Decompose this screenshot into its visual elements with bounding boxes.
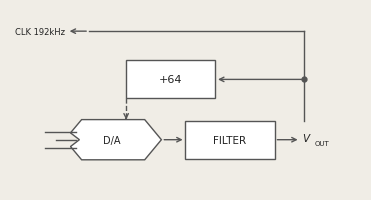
Text: V: V [302, 133, 309, 143]
Bar [126, 61, 215, 99]
Bar [186, 121, 275, 159]
Text: CLK 192kHz: CLK 192kHz [15, 28, 65, 36]
Polygon shape [70, 120, 161, 160]
Text: +64: +64 [159, 75, 183, 85]
Text: D/A: D/A [102, 135, 120, 145]
Text: FILTER: FILTER [213, 135, 247, 145]
Text: OUT: OUT [315, 140, 329, 146]
